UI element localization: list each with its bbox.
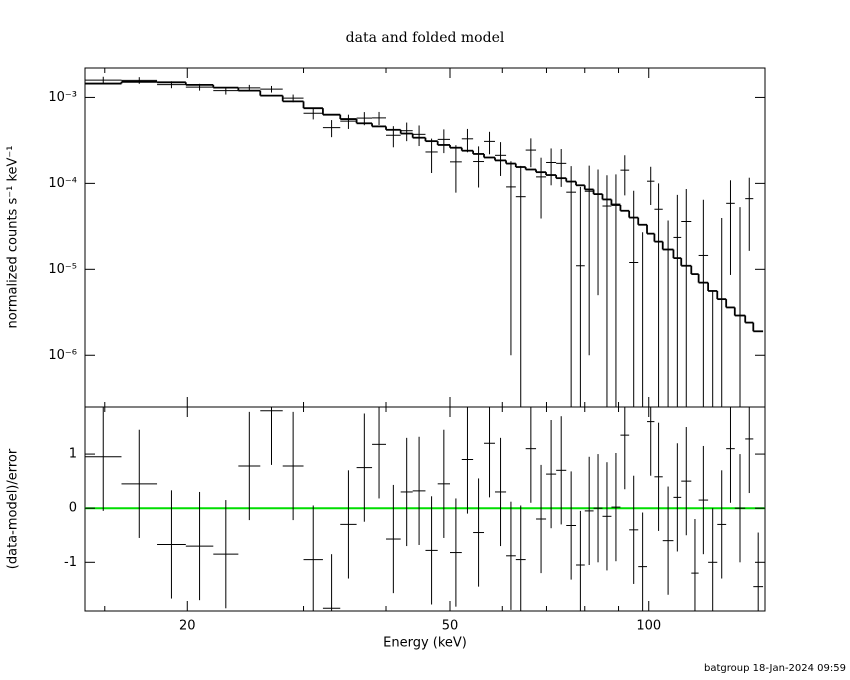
x-tick-label: 50 bbox=[442, 619, 459, 634]
footnote: batgroup 18-Jan-2024 09:59 bbox=[704, 663, 846, 674]
y-tick-label: 10⁻⁶ bbox=[48, 348, 77, 363]
plot-area bbox=[85, 76, 764, 407]
panel-frame bbox=[84, 67, 766, 408]
y-tick-label: 0 bbox=[69, 501, 77, 516]
y-axis-label: (data-model)/error bbox=[6, 448, 21, 569]
plot-area bbox=[85, 407, 765, 611]
x-tick-label: 20 bbox=[179, 619, 196, 634]
x-tick-label: 100 bbox=[636, 619, 661, 634]
y-tick-label: 10⁻⁵ bbox=[48, 262, 77, 277]
y-tick-label: 1 bbox=[69, 447, 77, 462]
y-tick-label: 10⁻⁴ bbox=[48, 176, 77, 191]
y-tick-label: -1 bbox=[64, 555, 77, 570]
y-axis-label: normalized counts s⁻¹ keV⁻¹ bbox=[6, 146, 21, 329]
chart-title: data and folded model bbox=[346, 30, 505, 46]
y-tick-label: 10⁻³ bbox=[48, 90, 77, 105]
x-axis-label: Energy (keV) bbox=[383, 636, 467, 651]
